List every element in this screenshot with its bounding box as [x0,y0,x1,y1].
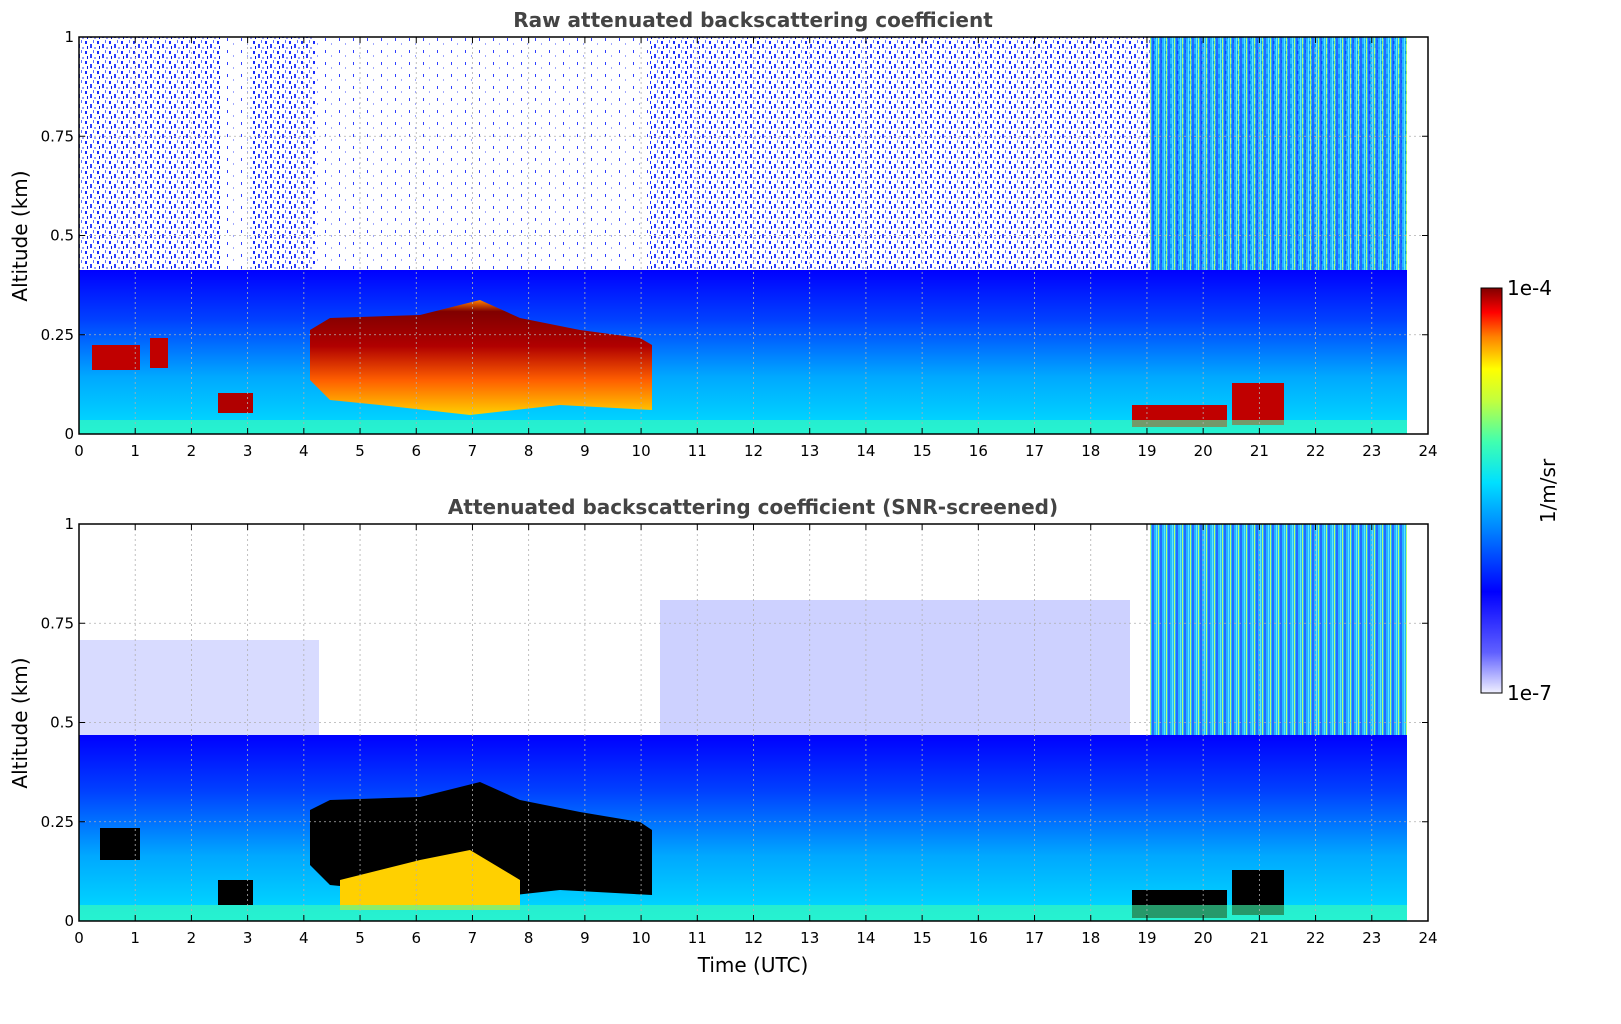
x-tick-label: 22 [1306,929,1325,947]
x-tick-label: 2 [187,442,197,460]
colorbar: 1e-4 1e-7 1/m/sr [1480,276,1560,705]
x-tick-label: 24 [1418,442,1437,460]
panel1-ylabel: Altitude (km) [8,170,32,301]
x-tick-label: 14 [856,442,875,460]
x-tick-label: 6 [411,929,421,947]
y-tick-label: 0.5 [50,714,74,732]
x-tick-label: 16 [969,929,988,947]
x-tick-label: 7 [468,929,478,947]
x-tick-label: 13 [800,929,819,947]
x-tick-label: 1 [130,442,140,460]
panel1-quiet-gap-b [315,37,650,307]
x-tick-label: 11 [688,929,707,947]
y-tick-label: 1 [64,515,74,533]
x-tick-label: 21 [1250,929,1269,947]
y-tick-label: 0.25 [41,326,74,344]
x-tick-label: 3 [243,442,253,460]
x-tick-label: 21 [1250,442,1269,460]
panel2-y-ticks: 0 0.25 0.5 0.75 1 [41,515,1428,930]
x-tick-label: 22 [1306,442,1325,460]
x-tick-label: 12 [744,929,763,947]
colorbar-max-label: 1e-4 [1507,276,1552,300]
panel1-cloud-late-b [1232,383,1284,425]
panel1-title: Raw attenuated backscattering coefficien… [513,8,993,32]
panel2-x-ticks: 0 1 2 3 4 5 6 7 8 9 10 11 12 13 14 15 16 17 18 19 20 21 22 23 24 [74,524,1438,947]
panel2-title: Attenuated backscattering coefficient (S… [448,495,1058,519]
x-tick-label: 17 [1025,929,1044,947]
x-tick-label: 23 [1362,442,1381,460]
panel1-y-ticks: 0 0.25 0.5 0.75 1 [41,28,1428,443]
panel2-faint-top [79,640,319,740]
x-tick-label: 20 [1194,929,1213,947]
panel2-ylabel: Altitude (km) [8,657,32,788]
panel2-surface-band [79,905,1407,921]
x-tick-label: 17 [1025,442,1044,460]
panel2-grid [78,524,1429,921]
x-tick-label: 0 [74,442,84,460]
panel2-cloud-yellow [340,850,520,910]
panel-raw: Raw attenuated backscattering coefficien… [8,8,1438,460]
x-tick-label: 1 [130,929,140,947]
x-tick-label: 4 [299,442,309,460]
x-tick-label: 7 [468,442,478,460]
x-tick-label: 2 [187,929,197,947]
x-tick-label: 10 [632,929,651,947]
y-tick-label: 0.25 [41,813,74,831]
x-tick-label: 5 [355,442,365,460]
x-tick-label: 23 [1362,929,1381,947]
x-tick-label: 8 [524,929,534,947]
panel1-cloud-early-c [218,393,253,413]
panel2-xlabel: Time (UTC) [697,953,809,977]
panel2-cloud-early-a [100,828,140,860]
panel1-surface-band [79,420,1407,434]
y-tick-label: 0 [64,425,74,443]
x-tick-label: 12 [744,442,763,460]
x-tick-label: 18 [1081,929,1100,947]
x-tick-label: 19 [1137,929,1156,947]
x-tick-label: 20 [1194,442,1213,460]
panel1-cloud-main [310,300,652,415]
x-tick-label: 3 [243,929,253,947]
colorbar-min-label: 1e-7 [1507,681,1552,705]
panel-screened: Attenuated backscattering coefficient (S… [8,495,1438,977]
x-tick-label: 10 [632,442,651,460]
x-tick-label: 15 [913,442,932,460]
y-tick-label: 0.75 [41,127,74,145]
x-tick-label: 6 [411,442,421,460]
panel2-cloud-early-b [218,880,253,905]
y-tick-label: 0.5 [50,227,74,245]
x-tick-label: 9 [580,929,590,947]
y-tick-label: 0.75 [41,614,74,632]
x-tick-label: 4 [299,929,309,947]
x-tick-label: 14 [856,929,875,947]
x-tick-label: 15 [913,929,932,947]
x-tick-label: 0 [74,929,84,947]
x-tick-label: 16 [969,442,988,460]
x-tick-label: 11 [688,442,707,460]
panel1-cloud-early-b [150,338,168,368]
x-tick-label: 24 [1418,929,1437,947]
x-tick-label: 18 [1081,442,1100,460]
x-tick-label: 5 [355,929,365,947]
x-tick-label: 9 [580,442,590,460]
panel1-heatmap [79,37,1407,434]
x-tick-label: 13 [800,442,819,460]
panel1-cloud-early-a [92,345,140,370]
y-tick-label: 0 [64,912,74,930]
y-tick-label: 1 [64,28,74,46]
colorbar-unit-label: 1/m/sr [1536,458,1560,523]
x-tick-label: 19 [1137,442,1156,460]
colorbar-ramp [1480,287,1503,694]
x-tick-label: 8 [524,442,534,460]
panel2-faint-mid [660,600,1130,740]
panel1-x-ticks: 0 1 2 3 4 5 6 7 8 9 10 11 12 13 14 15 16 17 18 19 20 21 22 23 24 [74,37,1438,460]
